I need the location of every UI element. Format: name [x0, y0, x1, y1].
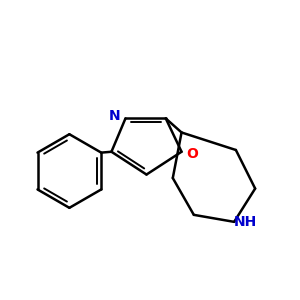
Text: NH: NH: [234, 215, 257, 229]
Text: N: N: [109, 109, 121, 123]
Text: O: O: [186, 146, 198, 161]
